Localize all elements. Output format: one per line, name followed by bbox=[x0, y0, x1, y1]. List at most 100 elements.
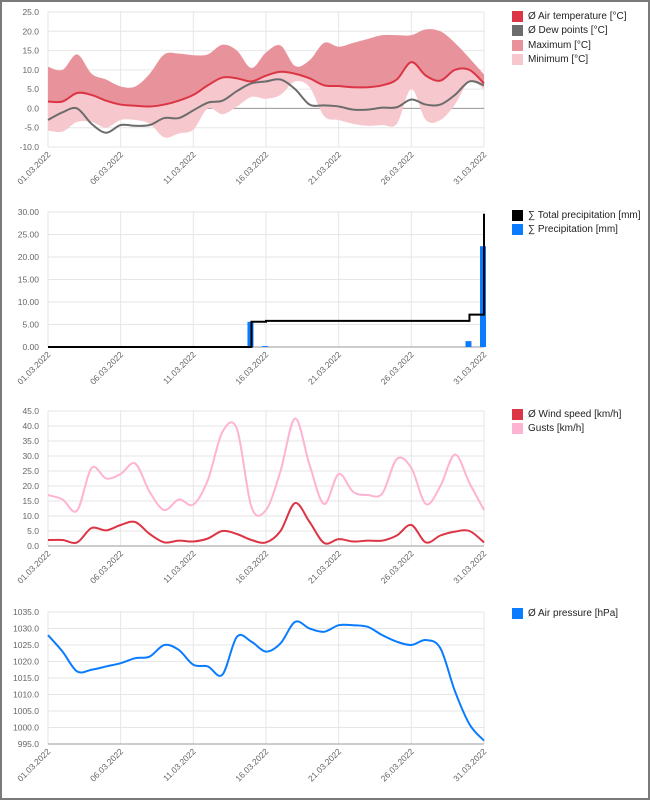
precipitation-chart-svg: 30.00 25.00 20.00 15.00 10.00 5.00 0.0001.03.2… bbox=[15, 207, 488, 386]
y-tick-label: 20.00 bbox=[18, 252, 40, 262]
precipitation-chart: 30.00 25.00 20.00 15.00 10.00 5.00 0.00 01.03.2… bbox=[0, 200, 650, 400]
y-tick-label: 40.0 bbox=[22, 421, 39, 431]
y-tick-label: 0.0 bbox=[27, 103, 39, 113]
legend-swatch-icon bbox=[512, 54, 523, 66]
y-tick-label: 1020.0 bbox=[13, 657, 39, 667]
y-tick-label: 1030.0 bbox=[13, 624, 39, 634]
temperature-chart-svg: 25.0 20.0 15.0 10.0 5.0 0.0 -5.0 -10.001.03.202… bbox=[15, 7, 488, 186]
y-tick-label: 5.0 bbox=[27, 526, 39, 536]
legend-label: Ø Dew points [°C] bbox=[528, 25, 608, 37]
y-tick-label: 10.00 bbox=[18, 297, 40, 307]
legend-item[interactable]: ∑ Total precipitation [mm] bbox=[512, 208, 641, 223]
x-tick-label: 21.03.2022 bbox=[306, 349, 343, 386]
y-tick-label: 1000.0 bbox=[13, 723, 39, 733]
x-tick-label: 16.03.2022 bbox=[233, 349, 270, 386]
legend-swatch-icon bbox=[512, 408, 523, 420]
y-tick-label: 20.0 bbox=[22, 26, 39, 36]
x-tick-label: 26.03.2022 bbox=[379, 548, 416, 585]
y-tick-label: 1035.0 bbox=[13, 607, 39, 617]
y-tick-label: 1005.0 bbox=[13, 706, 39, 716]
gusts-km-h-line bbox=[47, 417, 485, 517]
y-tick-label: 25.00 bbox=[18, 230, 40, 240]
y-tick-label: 995.0 bbox=[18, 739, 40, 749]
legend-item[interactable]: Minimum [°C] bbox=[512, 53, 626, 68]
legend-label: Maximum [°C] bbox=[528, 39, 591, 51]
x-tick-label: 26.03.2022 bbox=[379, 149, 416, 186]
x-tick-label: 16.03.2022 bbox=[233, 548, 270, 585]
y-tick-label: 10.0 bbox=[22, 65, 39, 75]
legend-item[interactable]: ∑ Precipitation [mm] bbox=[512, 223, 641, 238]
y-tick-label: 0.0 bbox=[27, 541, 39, 551]
wind-chart-svg: 45.0 40.0 35.0 30.0 25.0 20.0 15.0 10.0 5.0 0.001… bbox=[15, 406, 488, 585]
legend-item[interactable]: Gusts [km/h] bbox=[512, 422, 621, 437]
legend-label: ∑ Total precipitation [mm] bbox=[528, 209, 641, 221]
pressure-legend: Ø Air pressure [hPa] bbox=[512, 606, 618, 621]
y-tick-label: 15.0 bbox=[22, 46, 39, 56]
x-tick-label: 31.03.2022 bbox=[451, 349, 488, 386]
x-tick-label: 06.03.2022 bbox=[88, 149, 125, 186]
legend-swatch-icon bbox=[512, 224, 523, 236]
air-temperature-line bbox=[47, 61, 485, 108]
x-tick-label: 31.03.2022 bbox=[451, 746, 488, 783]
legend-label: Ø Wind speed [km/h] bbox=[528, 408, 622, 420]
temperature-chart: 25.0 20.0 15.0 10.0 5.0 0.0 -5.0 -10.0 01.03.202… bbox=[0, 0, 650, 200]
x-tick-label: 26.03.2022 bbox=[379, 349, 416, 386]
x-tick-label: 21.03.2022 bbox=[306, 548, 343, 585]
y-tick-label: 25.0 bbox=[22, 466, 39, 476]
legend-item[interactable]: Ø Dew points [°C] bbox=[512, 24, 626, 39]
precipitation-legend: ∑ Total precipitation [mm] ∑ Precipitatio… bbox=[512, 208, 641, 237]
x-tick-label: 11.03.2022 bbox=[161, 149, 198, 186]
y-tick-label: -5.0 bbox=[24, 123, 39, 133]
y-tick-label: 30.0 bbox=[22, 451, 39, 461]
legend-label: ∑ Precipitation [mm] bbox=[528, 224, 618, 236]
y-tick-label: 1015.0 bbox=[13, 673, 39, 683]
y-tick-label: 5.0 bbox=[27, 84, 39, 94]
legend-swatch-icon bbox=[512, 209, 523, 221]
x-tick-label: 06.03.2022 bbox=[88, 548, 125, 585]
x-tick-label: 31.03.2022 bbox=[451, 149, 488, 186]
precipitation-bar bbox=[465, 341, 472, 347]
pressure-chart: 1035.0 1030.0 1025.0 1020.0 1015.0 1010.0 1005… bbox=[0, 600, 650, 800]
legend-swatch-icon bbox=[512, 39, 523, 51]
y-tick-label: 15.0 bbox=[22, 496, 39, 506]
legend-item[interactable]: Ø Wind speed [km/h] bbox=[512, 407, 621, 422]
legend-swatch-icon bbox=[512, 423, 523, 435]
y-tick-label: 30.00 bbox=[18, 207, 40, 217]
legend-swatch-icon bbox=[512, 607, 523, 619]
legend-swatch-icon bbox=[512, 25, 523, 37]
y-tick-label: 1025.0 bbox=[13, 640, 39, 650]
y-tick-label: 35.0 bbox=[22, 436, 39, 446]
legend-item[interactable]: Ø Air pressure [hPa] bbox=[512, 606, 618, 621]
x-tick-label: 01.03.2022 bbox=[15, 746, 52, 783]
x-tick-label: 11.03.2022 bbox=[161, 349, 198, 386]
x-tick-label: 16.03.2022 bbox=[233, 149, 270, 186]
y-tick-label: 10.0 bbox=[22, 511, 39, 521]
x-tick-label: 11.03.2022 bbox=[161, 746, 198, 783]
legend-item[interactable]: Ø Air temperature [°C] bbox=[512, 9, 626, 24]
total-precipitation-line bbox=[48, 213, 485, 348]
legend-label: Ø Air pressure [hPa] bbox=[528, 607, 619, 619]
x-tick-label: 01.03.2022 bbox=[15, 149, 52, 186]
legend-item[interactable]: Maximum [°C] bbox=[512, 38, 626, 53]
y-tick-label: 25.0 bbox=[22, 7, 39, 17]
maximum-area bbox=[48, 29, 484, 107]
dew-point-line bbox=[47, 78, 485, 134]
air-pressure-hpa-line bbox=[47, 620, 485, 742]
y-tick-label: 45.0 bbox=[22, 406, 39, 416]
temperature-legend: Ø Air temperature [°C] Ø Dew points [°C] M… bbox=[512, 9, 626, 67]
legend-label: Minimum [°C] bbox=[528, 54, 589, 66]
x-tick-label: 31.03.2022 bbox=[451, 548, 488, 585]
pressure-chart-svg: 1035.0 1030.0 1025.0 1020.0 1015.0 1010.0 1005… bbox=[13, 607, 489, 783]
legend-label: Gusts [km/h] bbox=[528, 423, 585, 435]
minimum-area bbox=[48, 62, 484, 138]
y-tick-label: 0.00 bbox=[22, 342, 39, 352]
y-tick-label: 20.0 bbox=[22, 481, 39, 491]
legend-swatch-icon bbox=[512, 10, 523, 22]
y-tick-label: 1010.0 bbox=[13, 690, 39, 700]
legend-label: Ø Air temperature [°C] bbox=[528, 10, 627, 22]
x-tick-label: 01.03.2022 bbox=[15, 548, 52, 585]
y-tick-label: -10.0 bbox=[20, 142, 40, 152]
x-tick-label: 06.03.2022 bbox=[88, 746, 125, 783]
x-tick-label: 26.03.2022 bbox=[379, 746, 416, 783]
